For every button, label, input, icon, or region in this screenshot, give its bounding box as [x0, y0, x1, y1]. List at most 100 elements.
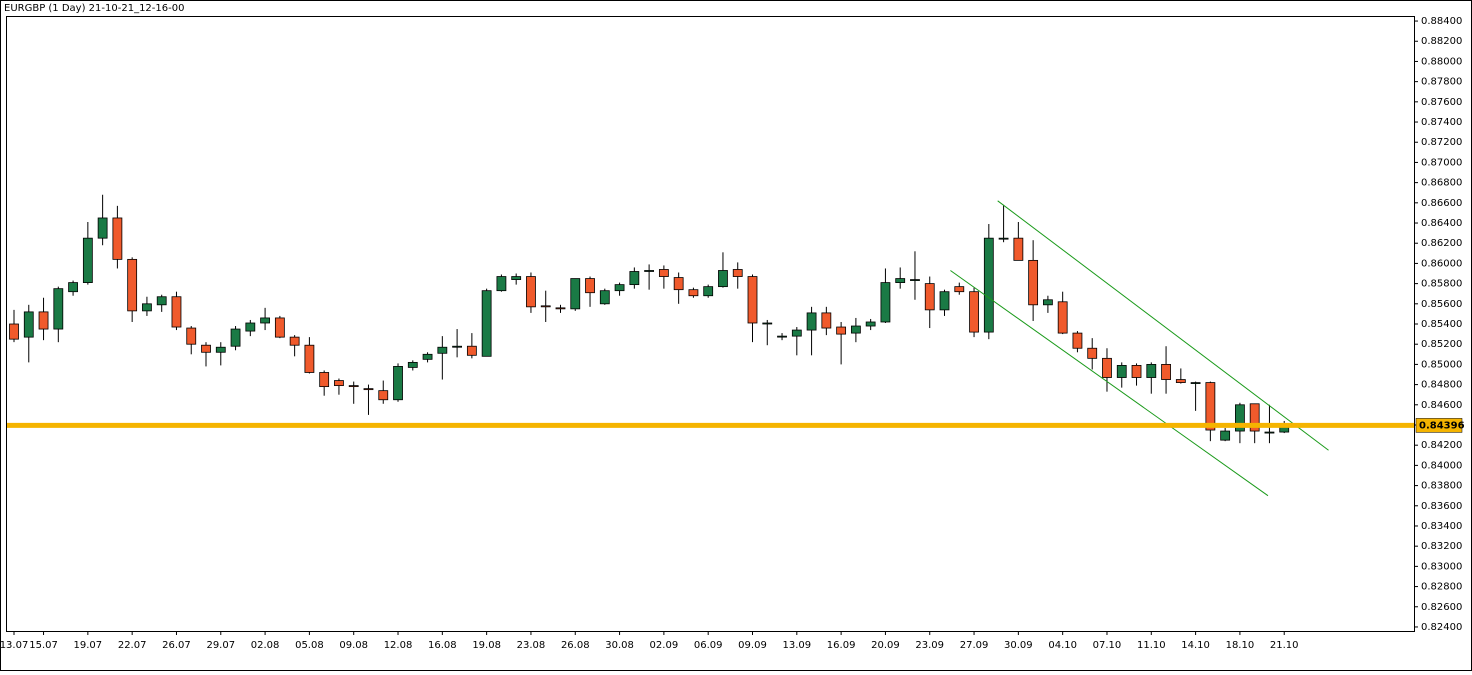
candle-body [363, 388, 374, 391]
x-tick-label: 02.09 [650, 640, 679, 651]
y-tick-label: 0.85800 [1421, 279, 1462, 290]
y-tick-label: 0.82600 [1421, 602, 1462, 613]
x-tick-label: 19.07 [74, 640, 103, 651]
candle-body [718, 270, 728, 288]
y-tick-label: 0.83400 [1421, 521, 1462, 532]
candle-body [629, 271, 640, 286]
candle-body [201, 344, 211, 353]
y-tick-label: 0.83600 [1421, 501, 1462, 512]
candle-body [289, 336, 300, 346]
candle-body [1102, 357, 1112, 378]
x-tick-label: 29.07 [206, 640, 235, 651]
candle-body [1190, 382, 1201, 384]
channel-line [997, 200, 1329, 451]
candle-body [599, 290, 610, 305]
y-tick-label: 0.87000 [1421, 157, 1462, 168]
candle-body [393, 366, 403, 401]
candle-body [1220, 430, 1231, 441]
y-tick-label: 0.85400 [1421, 319, 1462, 330]
x-tick-label: 07.10 [1093, 640, 1122, 651]
x-tick-label: 13.07 [0, 640, 28, 651]
candle-body [865, 321, 876, 327]
x-tick-label: 16.09 [827, 640, 856, 651]
candle-body [1057, 301, 1068, 334]
candle-body [53, 288, 64, 330]
candle-body [880, 282, 891, 323]
candle-body [319, 372, 330, 388]
candle-body [806, 312, 817, 331]
y-tick-label: 0.86600 [1421, 198, 1462, 209]
y-tick-label: 0.84200 [1421, 440, 1462, 451]
candle-body [555, 307, 566, 310]
x-tick-label: 11.10 [1137, 640, 1166, 651]
y-tick-label: 0.82400 [1421, 622, 1462, 633]
candle-body [407, 361, 418, 368]
candle-body [924, 283, 935, 311]
candle-body [1205, 382, 1216, 431]
x-tick-label: 30.09 [1004, 640, 1033, 651]
candle-body [673, 277, 684, 291]
candle-body [658, 269, 669, 277]
candle-body [334, 380, 344, 387]
x-tick-label: 09.09 [738, 640, 767, 651]
candle-body [644, 270, 655, 272]
y-tick-label: 0.86800 [1421, 178, 1462, 189]
chart-title: EURGBP (1 Day) 21-10-21_12-16-00 [4, 3, 184, 14]
candle-body [570, 278, 581, 310]
candle-body [378, 390, 389, 401]
x-tick-label: 20.09 [871, 640, 900, 651]
x-tick-label: 16.08 [428, 640, 457, 651]
candle-body [452, 345, 463, 348]
candle-body [112, 217, 123, 260]
candle-body [245, 322, 256, 332]
y-tick-label: 0.88000 [1421, 56, 1462, 67]
x-tick-label: 14.10 [1181, 640, 1210, 651]
y-tick-label: 0.86200 [1421, 238, 1462, 249]
y-tick-label: 0.86000 [1421, 258, 1462, 269]
x-tick-label: 06.09 [694, 640, 723, 651]
candle-body [1146, 363, 1157, 378]
candle-body [747, 276, 758, 324]
y-tick-label: 0.82800 [1421, 582, 1462, 593]
y-tick-label: 0.85600 [1421, 299, 1462, 310]
candle-body [791, 329, 802, 337]
candle-body [171, 296, 182, 328]
candle-body [1072, 332, 1083, 349]
x-tick-label: 12.08 [384, 640, 413, 651]
y-tick-label: 0.87800 [1421, 77, 1462, 88]
price-label-box [1415, 418, 1463, 433]
candle-body [1043, 299, 1053, 306]
candle-body [1087, 347, 1098, 359]
candle-body [511, 276, 522, 280]
y-tick-label: 0.84600 [1421, 400, 1462, 411]
candle-body [260, 317, 270, 324]
candle-body [1249, 403, 1260, 432]
candle-body [422, 353, 433, 360]
y-tick-label: 0.84800 [1421, 380, 1462, 391]
candle-body [97, 217, 108, 239]
candle-body [1131, 365, 1142, 378]
x-tick-label: 19.08 [472, 640, 501, 651]
y-tick-label: 0.87200 [1421, 137, 1462, 148]
candle-body [1264, 431, 1275, 434]
candle-body [762, 322, 773, 325]
candle-body [1028, 259, 1039, 306]
candle-body [437, 346, 448, 354]
candle-body [777, 335, 787, 338]
candle-body [895, 278, 906, 284]
candle-body [466, 345, 477, 356]
candle-body [38, 311, 49, 330]
candle-body [732, 269, 743, 277]
price-label: 0.84396 [1419, 420, 1465, 431]
candle-body [821, 312, 832, 329]
x-tick-label: 15.07 [29, 640, 58, 651]
candle-body [1013, 237, 1024, 261]
candle-body [156, 296, 167, 306]
x-tick-label: 30.08 [605, 640, 634, 651]
x-tick-label: 05.08 [295, 640, 324, 651]
candle-body [688, 289, 699, 297]
x-tick-label: 23.09 [915, 640, 944, 651]
candle-body [910, 279, 920, 281]
candle-body [998, 237, 1009, 240]
